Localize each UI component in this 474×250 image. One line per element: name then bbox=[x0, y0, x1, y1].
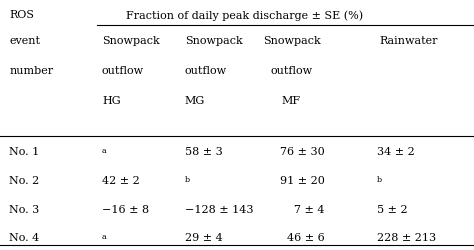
Text: 46 ± 6: 46 ± 6 bbox=[287, 232, 325, 242]
Text: Fraction of daily peak discharge ± SE (%): Fraction of daily peak discharge ± SE (%… bbox=[126, 10, 363, 20]
Text: a: a bbox=[102, 232, 107, 240]
Text: HG: HG bbox=[102, 95, 120, 105]
Text: 58 ± 3: 58 ± 3 bbox=[185, 146, 223, 156]
Text: event: event bbox=[9, 36, 40, 46]
Text: b: b bbox=[377, 175, 382, 183]
Text: outflow: outflow bbox=[185, 66, 227, 76]
Text: Snowpack: Snowpack bbox=[185, 36, 243, 46]
Text: MF: MF bbox=[282, 95, 301, 105]
Text: ROS: ROS bbox=[9, 10, 35, 20]
Text: 34 ± 2: 34 ± 2 bbox=[377, 146, 415, 156]
Text: outflow: outflow bbox=[102, 66, 144, 76]
Text: No. 4: No. 4 bbox=[9, 232, 40, 242]
Text: a: a bbox=[102, 146, 107, 154]
Text: −16 ± 8: −16 ± 8 bbox=[102, 204, 149, 214]
Text: 42 ± 2: 42 ± 2 bbox=[102, 175, 140, 185]
Text: No. 1: No. 1 bbox=[9, 146, 40, 156]
Text: 5 ± 2: 5 ± 2 bbox=[377, 204, 408, 214]
Text: −128 ± 143: −128 ± 143 bbox=[185, 204, 254, 214]
Text: 7 ± 4: 7 ± 4 bbox=[294, 204, 325, 214]
Text: 76 ± 30: 76 ± 30 bbox=[280, 146, 325, 156]
Text: Snowpack: Snowpack bbox=[263, 36, 320, 46]
Text: Snowpack: Snowpack bbox=[102, 36, 160, 46]
Text: 228 ± 213: 228 ± 213 bbox=[377, 232, 436, 242]
Text: number: number bbox=[9, 66, 54, 76]
Text: outflow: outflow bbox=[271, 66, 312, 76]
Text: 29 ± 4: 29 ± 4 bbox=[185, 232, 223, 242]
Text: b: b bbox=[185, 175, 190, 183]
Text: Rainwater: Rainwater bbox=[379, 36, 438, 46]
Text: 91 ± 20: 91 ± 20 bbox=[280, 175, 325, 185]
Text: No. 2: No. 2 bbox=[9, 175, 40, 185]
Text: MG: MG bbox=[185, 95, 205, 105]
Text: No. 3: No. 3 bbox=[9, 204, 40, 214]
